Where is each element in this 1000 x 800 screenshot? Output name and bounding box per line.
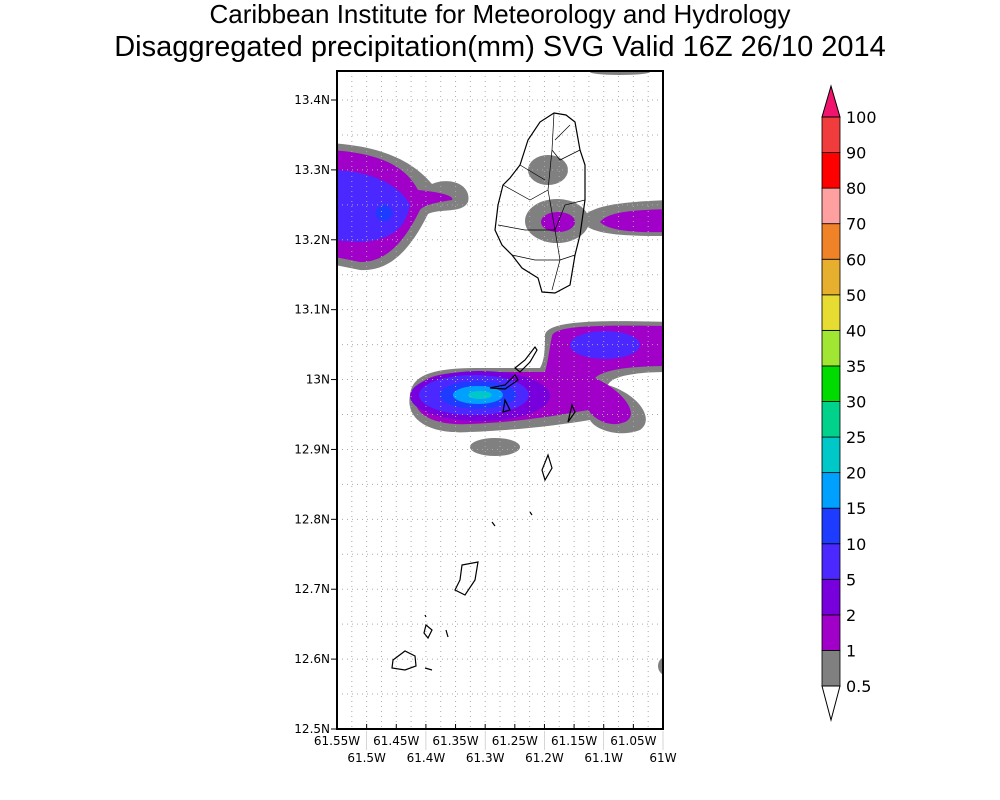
- colorbar-label: 15: [846, 499, 866, 518]
- precip-contour-10: [376, 205, 392, 221]
- precip-field: [337, 71, 663, 675]
- x-tick-label: 61.3W: [466, 751, 505, 765]
- colorbar-label: 70: [846, 215, 866, 234]
- title-institute: Caribbean Institute for Meteorology and …: [209, 0, 791, 29]
- colorbar-box: [821, 329, 841, 367]
- x-tick-label: 61.1W: [584, 751, 623, 765]
- island-petite-martinique: [391, 650, 433, 671]
- colorbar-label: 50: [846, 286, 866, 305]
- colorbar-label: 60: [846, 250, 866, 269]
- island-mayreau: [491, 511, 533, 527]
- y-tick-label: 12.8N: [294, 512, 330, 526]
- colorbar-box: [821, 258, 841, 296]
- plot-frame: [336, 70, 664, 730]
- island-canouan: [541, 453, 553, 482]
- colorbar-box: [821, 223, 841, 260]
- x-tick-label: 61.4W: [407, 751, 446, 765]
- y-tick-label: 13.2N: [294, 233, 330, 247]
- precip-contour-20: [468, 391, 492, 399]
- x-tick-label: 61.55W: [314, 734, 360, 748]
- precip-contour-0.5: [658, 657, 663, 675]
- precip-contour-5: [337, 170, 410, 242]
- x-tick-label: 61.35W: [432, 734, 478, 748]
- colorbar-label: 35: [846, 357, 866, 376]
- axes: 61.55W 61.5W 61.45W 61.4W 61.35W 61.3W 61.25W 6…: [294, 93, 676, 765]
- colorbar-label: 2: [846, 606, 856, 625]
- island-carriacou: [423, 614, 449, 640]
- x-tick-label: 61W: [649, 751, 676, 765]
- y-tick-label: 13.4N: [294, 93, 330, 107]
- precip-contour-1: [600, 209, 663, 233]
- colorbar-box: [821, 507, 841, 545]
- colorbar-label: 30: [846, 393, 866, 412]
- colorbar-box: [821, 614, 841, 651]
- colorbar-label: 0.5: [846, 677, 871, 696]
- precip-contour-5: [570, 331, 640, 359]
- island-st-vincent: [494, 112, 586, 294]
- x-tick-label: 61.45W: [373, 734, 419, 748]
- y-tick-label: 13N: [306, 373, 330, 387]
- colorbar-over-arrow: [821, 84, 841, 118]
- colorbar-label: 80: [846, 179, 866, 198]
- y-tick-label: 12.5N: [294, 722, 330, 736]
- y-tick-label: 12.9N: [294, 442, 330, 456]
- precip-contour-0.5: [470, 438, 520, 456]
- colorbar-box: [821, 436, 841, 474]
- coastlines: [391, 112, 586, 671]
- x-tick-label: 61.05W: [610, 734, 656, 748]
- y-tick-label: 13.3N: [294, 163, 330, 177]
- y-tick-label: 13.1N: [294, 303, 330, 317]
- colorbar-label: 10: [846, 535, 866, 554]
- colorbar-under-arrow: [821, 685, 841, 722]
- x-tick-label: 61.25W: [492, 734, 538, 748]
- colorbar-box: [821, 578, 841, 616]
- colorbar-label: 100: [846, 108, 877, 127]
- colorbar-box: [821, 187, 841, 225]
- island-union: [454, 561, 479, 596]
- colorbar-box: [821, 401, 841, 438]
- colorbar-box: [821, 116, 841, 153]
- island-bequia: [489, 345, 538, 390]
- title-product: Disaggregated precipitation(mm) SVG Vali…: [114, 31, 886, 63]
- colorbar-label: 5: [846, 570, 856, 589]
- island-mustique: [502, 398, 576, 423]
- colorbar-label: 25: [846, 428, 866, 447]
- colorbar-box: [821, 152, 841, 189]
- colorbar-label: 1: [846, 641, 856, 660]
- island-st-vincent-drainage: [497, 112, 586, 291]
- x-tick-label: 61.5W: [347, 751, 386, 765]
- colorbar-label: 90: [846, 144, 866, 163]
- y-tick-label: 12.7N: [294, 582, 330, 596]
- x-tick-label: 61.2W: [525, 751, 564, 765]
- colorbar-box: [821, 650, 841, 687]
- colorbar-box: [821, 472, 841, 509]
- colorbar-label: 40: [846, 321, 866, 340]
- colorbar-box: [821, 543, 841, 580]
- x-tick-label: 61.15W: [551, 734, 597, 748]
- colorbar-box: [821, 294, 841, 331]
- colorbar-box: [821, 365, 841, 402]
- y-tick-label: 12.6N: [294, 652, 330, 666]
- colorbar-label: 20: [846, 464, 866, 483]
